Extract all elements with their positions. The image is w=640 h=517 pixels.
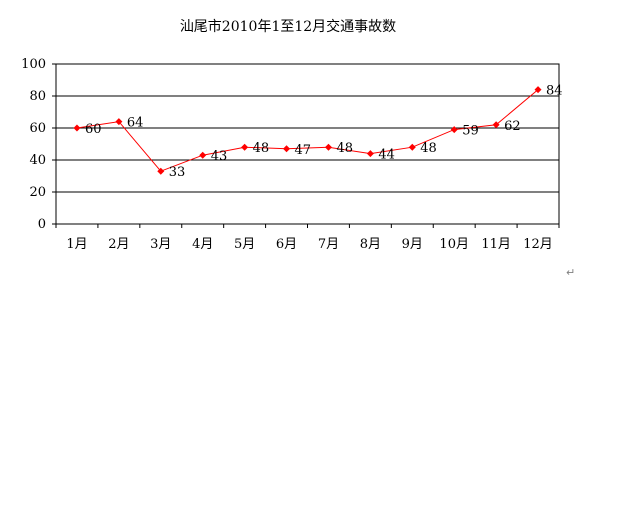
- data-label: 44: [378, 148, 395, 163]
- series-line: [76, 89, 539, 172]
- x-tick-label: 9月: [402, 237, 423, 252]
- x-tick-label: 5月: [234, 237, 255, 252]
- data-point-marker: [450, 126, 458, 134]
- data-label: 84: [546, 84, 563, 99]
- x-tick-label: 8月: [360, 237, 381, 252]
- data-label: 62: [504, 119, 521, 134]
- data-label: 64: [127, 116, 144, 131]
- data-point-marker: [157, 167, 165, 175]
- data-label: 48: [420, 141, 437, 156]
- data-point-marker: [366, 150, 374, 158]
- data-label: 59: [462, 124, 479, 139]
- x-axis: 1月 2月 3月 4月 5月 6月 7月 8月 9月 10月 11月 12月: [55, 224, 560, 252]
- y-tick-label: 80: [29, 89, 46, 104]
- data-label: 33: [169, 165, 186, 180]
- x-tick-label: 11月: [481, 237, 511, 252]
- data-point-marker: [324, 143, 332, 151]
- y-tick-label: 20: [29, 185, 46, 200]
- x-tick-label: 10月: [439, 237, 469, 252]
- x-tick-label: 2月: [108, 237, 129, 252]
- data-point-marker: [199, 151, 207, 159]
- data-point-marker: [283, 145, 291, 153]
- x-tick-label: 12月: [523, 237, 553, 252]
- x-tick-label: 1月: [66, 237, 87, 252]
- data-label: 47: [295, 143, 312, 158]
- data-label: 48: [336, 141, 353, 156]
- data-point-marker: [534, 86, 542, 94]
- x-tick-label: 6月: [276, 237, 297, 252]
- y-axis: 0 20 40 60 80 100: [21, 57, 56, 232]
- data-point-marker: [492, 121, 500, 129]
- series: [73, 86, 542, 175]
- data-label: 60: [85, 122, 102, 137]
- y-tick-label: 60: [29, 121, 46, 136]
- data-point-marker: [73, 124, 81, 132]
- data-point-marker: [241, 143, 249, 151]
- y-tick-label: 100: [21, 57, 46, 72]
- data-label: 48: [253, 141, 270, 156]
- data-labels: 60 64 33 43 48 47 48 44 48 59 62 84: [85, 84, 563, 181]
- gridlines: [56, 95, 559, 193]
- data-label: 43: [211, 149, 228, 164]
- x-tick-label: 4月: [192, 237, 213, 252]
- chart-title: 汕尾市2010年1至12月交通事故数: [180, 18, 396, 35]
- x-tick-label: 7月: [318, 237, 339, 252]
- data-point-marker: [408, 143, 416, 151]
- paragraph-mark: ↵: [566, 266, 575, 279]
- y-tick-label: 0: [38, 217, 46, 232]
- data-point-marker: [115, 118, 123, 126]
- y-tick-label: 40: [29, 153, 46, 168]
- x-tick-label: 3月: [150, 237, 171, 252]
